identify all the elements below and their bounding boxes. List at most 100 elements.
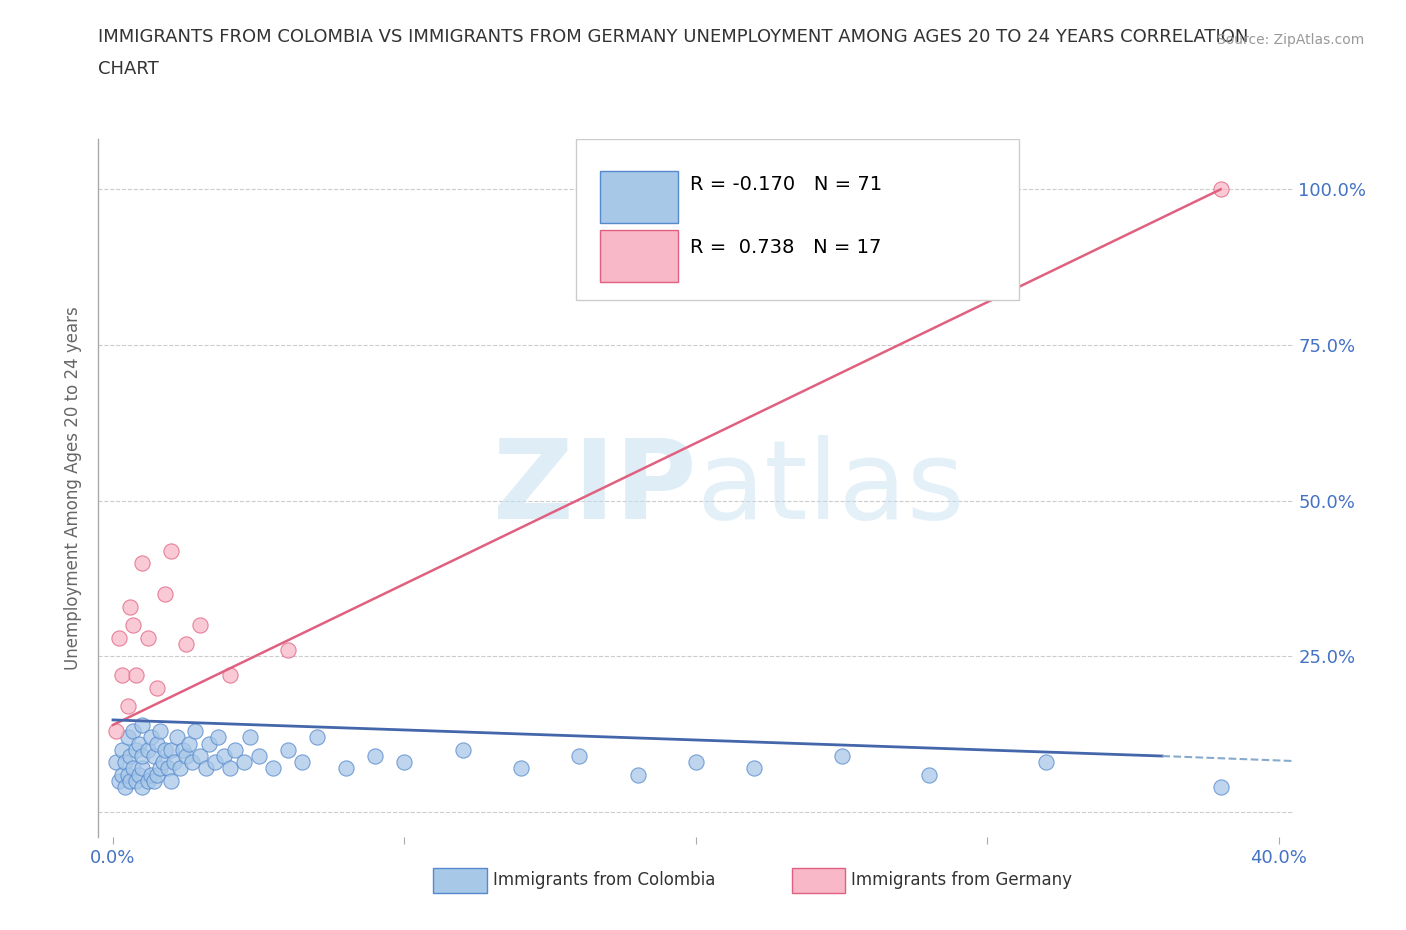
Point — [125, 774, 148, 789]
Point — [183, 724, 205, 738]
Point — [163, 755, 186, 770]
Point — [108, 774, 131, 789]
Point — [117, 767, 139, 782]
Point — [131, 555, 153, 570]
Point — [149, 724, 172, 738]
Y-axis label: Unemployment Among Ages 20 to 24 years: Unemployment Among Ages 20 to 24 years — [65, 306, 83, 671]
Point — [122, 724, 145, 738]
Point — [305, 730, 328, 745]
Point — [172, 742, 194, 757]
Point — [1209, 779, 1232, 794]
FancyBboxPatch shape — [600, 231, 678, 283]
Point — [136, 742, 159, 757]
Point — [262, 761, 284, 776]
Point — [174, 749, 197, 764]
Point — [160, 774, 183, 789]
Point — [160, 543, 183, 558]
Text: R = -0.170   N = 71: R = -0.170 N = 71 — [690, 176, 882, 194]
Point — [394, 755, 416, 770]
Point — [125, 668, 148, 683]
Point — [120, 749, 142, 764]
Point — [131, 761, 153, 776]
Point — [131, 749, 153, 764]
Point — [136, 631, 159, 645]
Point — [233, 755, 256, 770]
Point — [218, 761, 240, 776]
Point — [114, 755, 136, 770]
Point — [155, 587, 177, 602]
Point — [160, 742, 183, 757]
Point — [190, 618, 212, 632]
Point — [742, 761, 765, 776]
Point — [510, 761, 533, 776]
Point — [155, 742, 177, 757]
Point — [114, 779, 136, 794]
Point — [190, 749, 212, 764]
Text: Immigrants from Colombia: Immigrants from Colombia — [494, 871, 716, 889]
Point — [685, 755, 707, 770]
Text: R =  0.738   N = 17: R = 0.738 N = 17 — [690, 238, 882, 257]
Point — [131, 717, 153, 732]
Point — [335, 761, 357, 776]
Point — [149, 761, 172, 776]
Point — [451, 742, 474, 757]
FancyBboxPatch shape — [433, 869, 486, 893]
Point — [831, 749, 853, 764]
Point — [142, 749, 165, 764]
Point — [224, 742, 246, 757]
Point — [142, 774, 165, 789]
Point — [145, 680, 167, 695]
FancyBboxPatch shape — [576, 140, 1018, 300]
Point — [111, 767, 134, 782]
Point — [627, 767, 650, 782]
Point — [145, 767, 167, 782]
Text: Immigrants from Germany: Immigrants from Germany — [852, 871, 1073, 889]
Point — [207, 730, 229, 745]
FancyBboxPatch shape — [600, 171, 678, 223]
Point — [291, 755, 314, 770]
Point — [364, 749, 387, 764]
Point — [108, 631, 131, 645]
Point — [157, 761, 180, 776]
Point — [104, 755, 127, 770]
Point — [1209, 182, 1232, 197]
Point — [104, 724, 127, 738]
Point — [177, 737, 200, 751]
Point — [120, 599, 142, 614]
Point — [212, 749, 235, 764]
Text: Source: ZipAtlas.com: Source: ZipAtlas.com — [1216, 33, 1364, 46]
Point — [139, 730, 162, 745]
Point — [111, 742, 134, 757]
Point — [218, 668, 240, 683]
Point — [122, 761, 145, 776]
Point — [277, 643, 299, 658]
Point — [145, 737, 167, 751]
Point — [239, 730, 262, 745]
Point — [918, 767, 941, 782]
Text: ZIP: ZIP — [492, 434, 696, 542]
Point — [125, 742, 148, 757]
Point — [247, 749, 270, 764]
Point — [198, 737, 221, 751]
Point — [128, 737, 150, 751]
Text: atlas: atlas — [696, 434, 965, 542]
FancyBboxPatch shape — [792, 869, 845, 893]
Point — [180, 755, 202, 770]
Point — [277, 742, 299, 757]
Point — [174, 636, 197, 651]
Point — [166, 730, 188, 745]
Point — [195, 761, 218, 776]
Point — [117, 730, 139, 745]
Point — [136, 774, 159, 789]
Point — [111, 668, 134, 683]
Point — [128, 767, 150, 782]
Text: CHART: CHART — [98, 60, 159, 78]
Point — [122, 618, 145, 632]
Point — [152, 755, 174, 770]
Text: IMMIGRANTS FROM COLOMBIA VS IMMIGRANTS FROM GERMANY UNEMPLOYMENT AMONG AGES 20 T: IMMIGRANTS FROM COLOMBIA VS IMMIGRANTS F… — [98, 28, 1249, 46]
Point — [120, 774, 142, 789]
Point — [1035, 755, 1057, 770]
Point — [139, 767, 162, 782]
Point — [568, 749, 591, 764]
Point — [169, 761, 191, 776]
